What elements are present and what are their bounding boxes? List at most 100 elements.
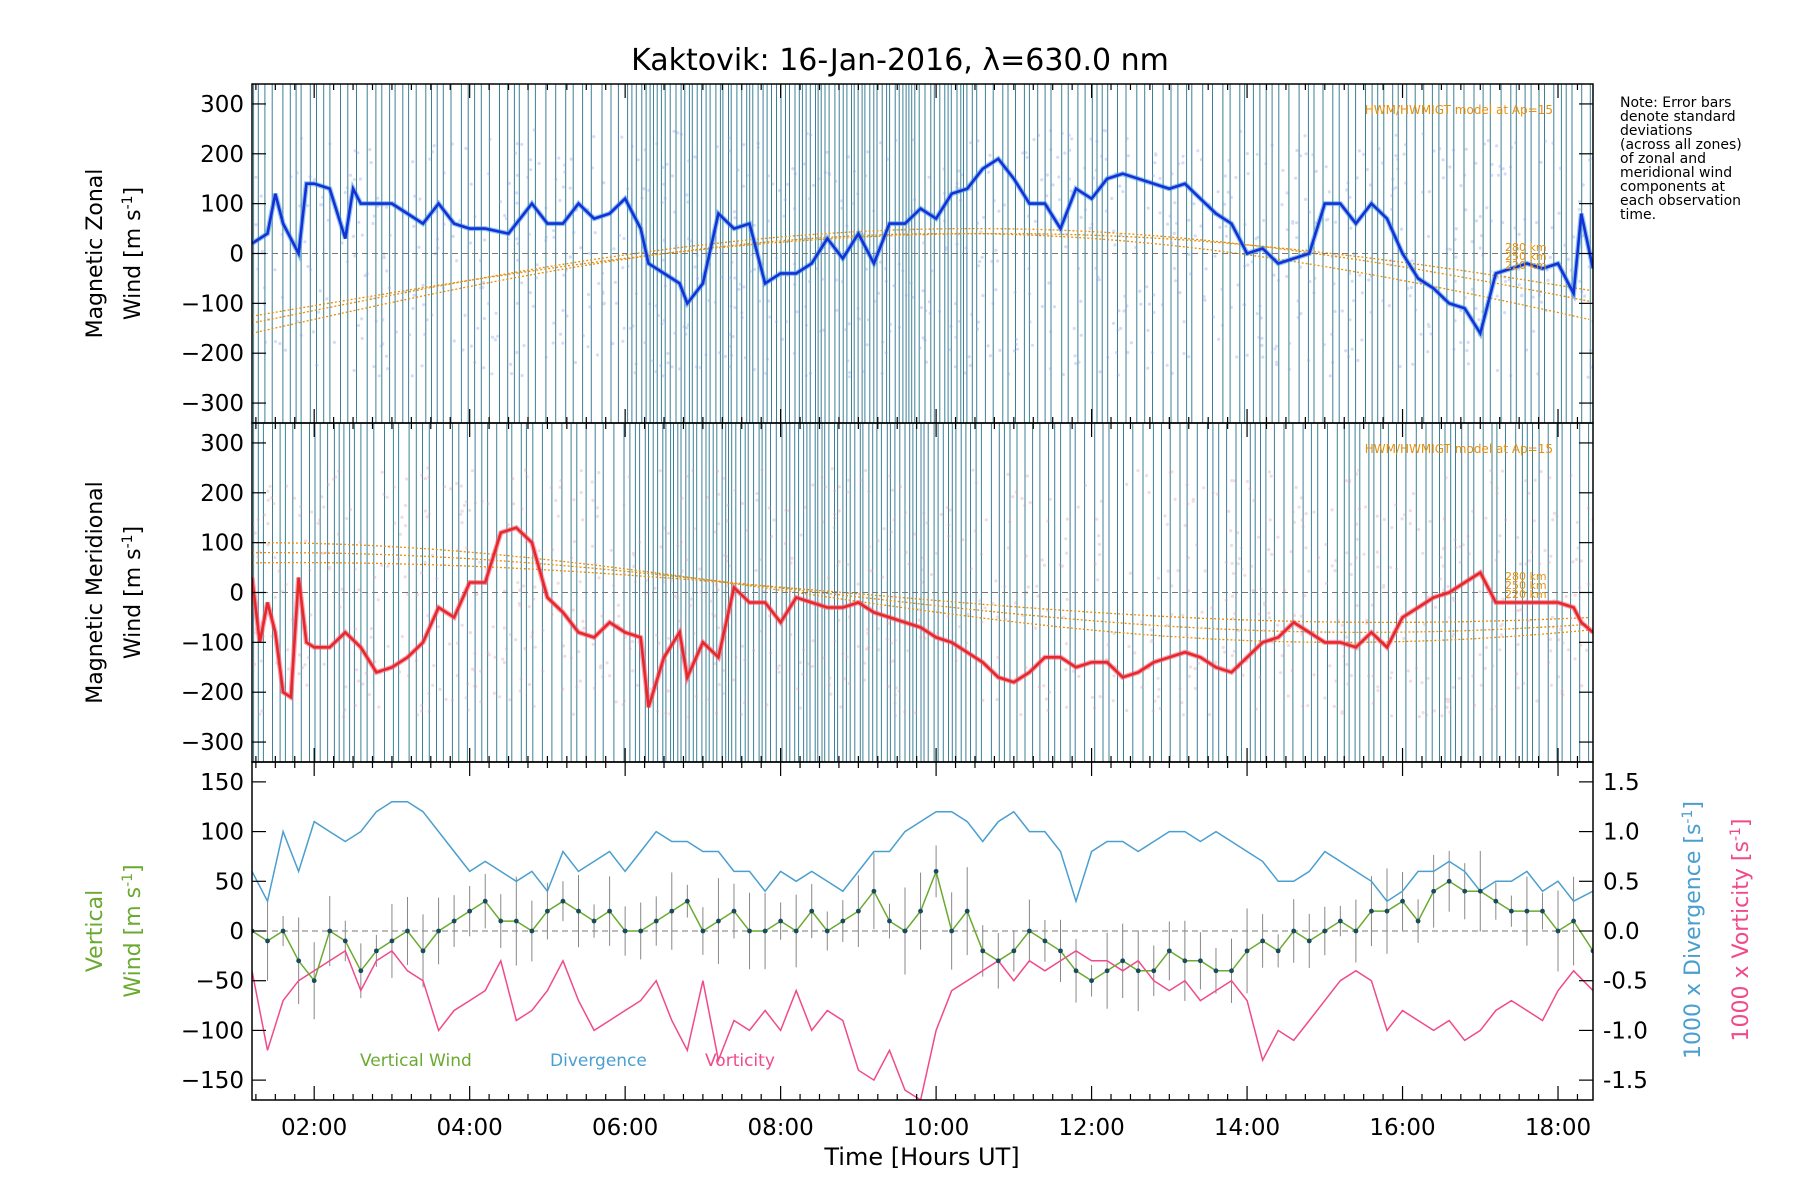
zone-point — [1530, 550, 1534, 554]
zone-point — [857, 317, 861, 321]
zone-point — [592, 135, 596, 139]
zone-point — [673, 331, 677, 335]
zone-point — [1058, 563, 1062, 567]
zone-point — [256, 267, 260, 271]
zone-point — [1112, 674, 1116, 678]
zone-point — [1096, 275, 1100, 279]
zone-point — [385, 269, 389, 273]
zone-point — [685, 326, 689, 330]
zone-point — [815, 267, 819, 271]
zone-point — [1571, 560, 1575, 564]
zone-point — [508, 698, 512, 702]
vertical-wind-point — [265, 938, 270, 944]
zone-point — [299, 505, 303, 509]
y-tick-label: −50 — [195, 969, 244, 995]
zone-point — [798, 706, 803, 710]
zone-point — [1299, 312, 1303, 316]
zone-point — [1279, 671, 1283, 675]
zone-point — [1267, 616, 1272, 620]
zone-point — [1014, 342, 1018, 346]
vertical-wind-point — [824, 928, 830, 934]
zone-point — [1394, 154, 1398, 158]
zone-point — [1030, 343, 1035, 347]
zone-point — [1537, 293, 1541, 297]
vertical-wind-point — [482, 898, 488, 904]
zone-point — [621, 339, 625, 343]
zone-point — [1163, 514, 1167, 518]
zone-point — [415, 713, 420, 717]
zone-point — [322, 662, 326, 666]
zone-point — [643, 341, 647, 345]
legend-entry: Divergence — [550, 1051, 647, 1071]
zone-point — [1500, 633, 1504, 637]
zone-point — [256, 518, 260, 522]
zone-point — [766, 174, 771, 178]
zone-point — [541, 669, 545, 673]
zone-point — [473, 651, 477, 655]
vertical-wind-point — [887, 918, 892, 924]
zone-point — [1303, 134, 1307, 138]
zone-point — [955, 185, 959, 189]
zone-point — [1583, 294, 1587, 298]
zone-point — [527, 682, 532, 687]
zone-point — [924, 309, 928, 313]
zone-point — [1146, 328, 1150, 332]
zone-point — [626, 264, 630, 268]
zone-point — [488, 137, 492, 141]
zone-point — [654, 370, 658, 374]
x-tick-label: 04:00 — [437, 1115, 503, 1141]
zone-point — [597, 281, 601, 286]
zone-point — [396, 557, 401, 561]
zone-point — [405, 477, 409, 481]
zone-point — [686, 200, 690, 204]
vertical-wind-point — [809, 908, 815, 914]
zone-point — [1285, 228, 1289, 232]
zone-point — [609, 548, 613, 552]
zone-point — [755, 498, 759, 502]
zone-point — [306, 204, 310, 208]
y2-tick-label: -1.0 — [1603, 1018, 1648, 1044]
zone-point — [1441, 564, 1445, 568]
zone-point — [1187, 218, 1191, 222]
zone-point — [988, 354, 993, 358]
zone-point — [1441, 158, 1445, 162]
zone-point — [531, 597, 536, 601]
zone-point — [1269, 474, 1273, 478]
zone-point — [1122, 309, 1126, 313]
zone-point — [1426, 676, 1430, 680]
zone-point — [482, 238, 487, 242]
zone-point — [469, 182, 473, 186]
zone-point — [420, 703, 424, 708]
zone-point — [707, 697, 711, 702]
zone-point — [939, 512, 943, 517]
zone-point — [1425, 713, 1429, 717]
zone-point — [698, 567, 702, 571]
zone-point — [888, 547, 892, 552]
zone-point — [879, 605, 883, 610]
zone-point — [872, 299, 877, 303]
zone-point — [1445, 705, 1449, 710]
zone-point — [990, 259, 994, 264]
model-label: HWM/HWMIGT model at Ap=15 — [1365, 103, 1553, 117]
zone-point — [845, 490, 850, 494]
zone-point — [1286, 643, 1291, 648]
zone-point — [377, 374, 381, 378]
vertical-wind-point — [793, 928, 799, 934]
vertical-wind-point — [1353, 928, 1359, 934]
zone-point — [348, 507, 353, 512]
zone-point — [1040, 558, 1044, 562]
zone-point — [1346, 682, 1350, 686]
zone-point — [427, 709, 431, 714]
zone-point — [1580, 290, 1584, 294]
zone-point — [1236, 531, 1240, 535]
vertical-wind-points — [252, 868, 1593, 984]
zone-point — [1186, 589, 1191, 593]
zone-point — [777, 664, 781, 668]
zone-point — [892, 518, 896, 522]
zone-point — [847, 615, 852, 619]
zone-point — [1304, 546, 1308, 550]
zone-point — [731, 335, 735, 339]
zone-point — [725, 554, 729, 559]
zone-point — [687, 715, 691, 719]
zone-point — [1451, 148, 1455, 152]
